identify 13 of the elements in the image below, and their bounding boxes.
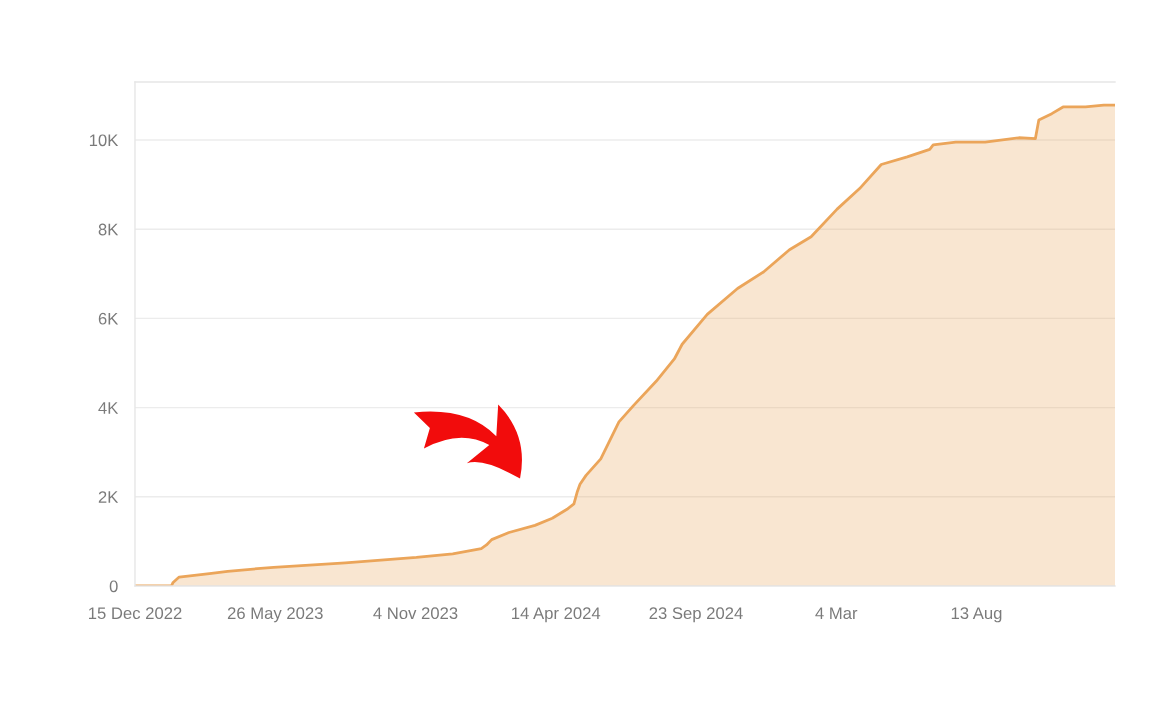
x-tick-label: 13 Aug — [951, 607, 1002, 623]
y-tick-label: 6K — [98, 312, 119, 325]
x-tick-label: 14 Apr 2024 — [512, 607, 601, 623]
y-tick-label: 2K — [98, 491, 119, 503]
y-tick-label: 0 — [109, 580, 118, 593]
y-tick-label: 8K — [98, 223, 119, 236]
y-tick-label: 4K — [98, 402, 119, 414]
y-tick-label: 10K — [89, 134, 119, 147]
x-tick-label: 23 Sep 2024 — [649, 607, 743, 623]
x-tick-label: 4 Mar — [815, 607, 858, 620]
x-tick-label: 26 May 2023 — [227, 607, 323, 623]
x-tick-label: 15 Dec 2022 — [89, 607, 182, 620]
x-tick-label: 4 Nov 2023 — [373, 607, 458, 620]
